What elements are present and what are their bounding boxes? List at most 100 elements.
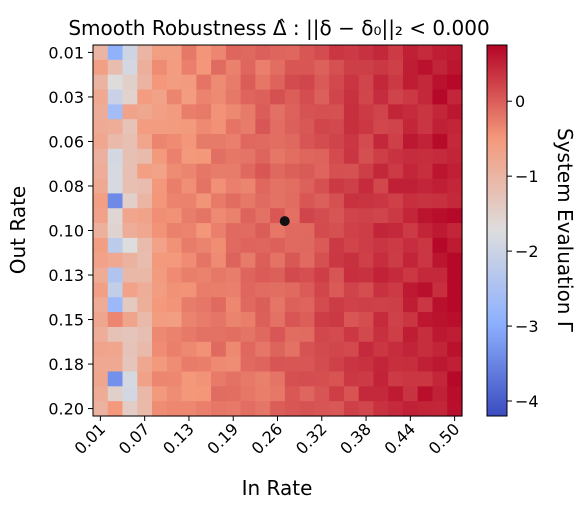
heatmap-cell <box>314 119 330 135</box>
heatmap-cell <box>225 163 242 180</box>
heatmap-cell <box>240 356 256 373</box>
heatmap-cell <box>329 341 345 358</box>
heatmap-cell <box>343 178 360 194</box>
heatmap-cell <box>432 163 448 180</box>
heatmap-cell <box>240 297 256 313</box>
heatmap-cell <box>255 297 271 313</box>
heatmap-cell <box>314 45 330 61</box>
heatmap-cell <box>402 45 419 61</box>
heatmap-cell <box>432 59 448 76</box>
heatmap-cell <box>447 104 463 120</box>
x-axis-ticks: 0.01 0.07 0.13 0.19 0.26 0.32 0.38 0.44 0.50 <box>71 416 463 458</box>
heatmap-cell <box>388 267 404 284</box>
heatmap-cell <box>211 178 227 194</box>
heatmap-cell <box>373 163 389 180</box>
heatmap-cell <box>373 252 389 269</box>
heatmap-cell <box>270 163 286 180</box>
heatmap-cell <box>107 134 124 150</box>
heatmap-cell <box>447 208 463 224</box>
heatmap-cell <box>284 45 301 61</box>
heatmap-cell <box>343 371 360 387</box>
heatmap-cell <box>329 74 345 91</box>
heatmap-cell <box>93 386 109 402</box>
heatmap-cell <box>284 371 301 387</box>
heatmap-cell <box>255 223 271 239</box>
heatmap-cell <box>329 148 345 165</box>
heatmap-cell <box>402 252 419 269</box>
heatmap-cell <box>211 89 227 105</box>
heatmap-cell <box>432 178 448 194</box>
heatmap-cell <box>284 119 301 135</box>
heatmap-cell <box>402 371 419 387</box>
heatmap-cell <box>211 104 227 120</box>
heatmap-cell <box>329 267 345 284</box>
heatmap-cell <box>255 252 271 269</box>
heatmap-cell <box>432 193 448 209</box>
heatmap-cell <box>93 237 109 254</box>
heatmap-cell <box>417 386 434 402</box>
heatmap-cell <box>122 267 138 284</box>
heatmap-cell <box>358 312 375 328</box>
heatmap-cell <box>137 59 153 76</box>
heatmap-cell <box>240 193 256 209</box>
heatmap-cell <box>270 401 286 417</box>
heatmap-cell <box>284 267 301 284</box>
heatmap-cell <box>358 237 375 254</box>
heatmap-cell <box>343 312 360 328</box>
heatmap-cell <box>107 178 124 194</box>
heatmap-cell <box>166 267 183 284</box>
heatmap-cell <box>417 134 434 150</box>
heatmap-cell <box>166 401 183 417</box>
heatmap-cell <box>447 297 463 313</box>
heatmap-cell <box>299 178 315 194</box>
heatmap-cell <box>255 341 271 358</box>
heatmap-cell <box>432 74 448 91</box>
heatmap-cell <box>225 237 242 254</box>
heatmap-cell <box>417 193 434 209</box>
heatmap-cell <box>314 386 330 402</box>
heatmap-cell <box>240 223 256 239</box>
heatmap-cell <box>373 119 389 135</box>
heatmap-cell <box>388 119 404 135</box>
heatmap-cell <box>137 237 153 254</box>
heatmap-cell <box>211 297 227 313</box>
heatmap-cell <box>343 282 360 298</box>
heatmap-cell <box>388 401 404 417</box>
heatmap-cell <box>181 356 197 373</box>
heatmap-cell <box>255 208 271 224</box>
heatmap-cell <box>181 401 197 417</box>
heatmap-cell <box>329 371 345 387</box>
heatmap-cell <box>152 297 168 313</box>
heatmap-cell <box>122 104 138 120</box>
heatmap-cell <box>329 297 345 313</box>
heatmap-cell <box>343 148 360 165</box>
heatmap-cell <box>196 326 212 343</box>
heatmap-cell <box>137 326 153 343</box>
heatmap-cell <box>181 267 197 284</box>
reference-point-marker <box>279 216 290 227</box>
heatmap-cell <box>358 45 375 61</box>
heatmap-cell <box>255 267 271 284</box>
heatmap-cell <box>181 119 197 135</box>
heatmap-cell <box>432 267 448 284</box>
heatmap-cell <box>107 89 124 105</box>
heatmap-cell <box>358 386 375 402</box>
heatmap-cell <box>122 252 138 269</box>
heatmap-cell <box>417 312 434 328</box>
heatmap-cell <box>181 326 197 343</box>
heatmap-cell <box>93 178 109 194</box>
heatmap-cell <box>166 104 183 120</box>
heatmap-cell <box>417 223 434 239</box>
heatmap-cell <box>240 282 256 298</box>
heatmap-cell <box>93 371 109 387</box>
heatmap-cell <box>432 356 448 373</box>
heatmap-cell <box>358 193 375 209</box>
heatmap-cell <box>93 59 109 76</box>
heatmap-cell <box>314 134 330 150</box>
heatmap-cell <box>388 163 404 180</box>
heatmap-cell <box>402 178 419 194</box>
heatmap-cell <box>447 252 463 269</box>
chart-title: Smooth Robustness Δ̂ : ||δ − δ₀||₂ < 0.0… <box>68 16 489 40</box>
heatmap-cell <box>299 59 315 76</box>
heatmap-cell <box>284 386 301 402</box>
